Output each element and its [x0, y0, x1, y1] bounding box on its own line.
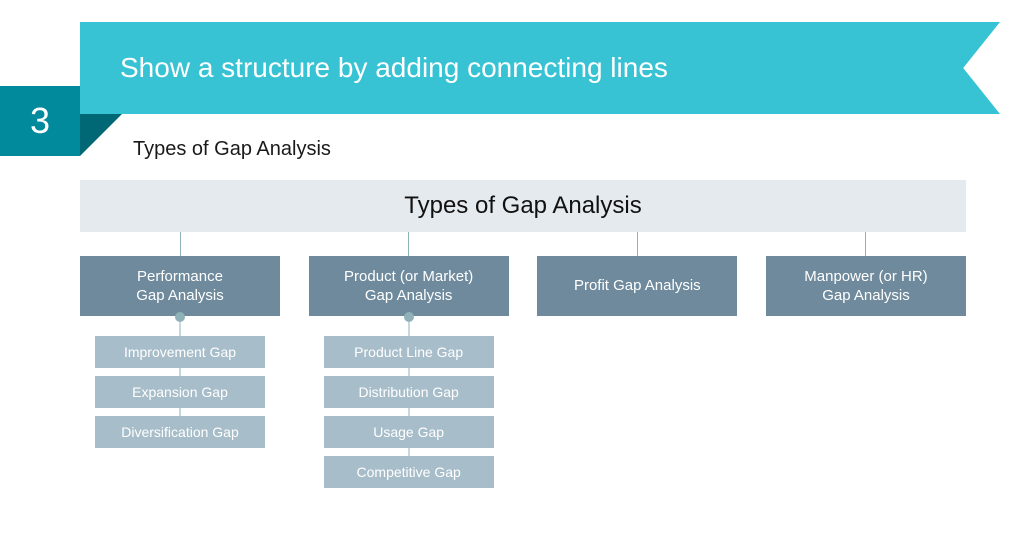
leaf-node: Improvement Gap	[95, 336, 265, 368]
leaf-node: Distribution Gap	[324, 376, 494, 408]
leaf-node: Usage Gap	[324, 416, 494, 448]
branch-node: Manpower (or HR) Gap Analysis	[766, 256, 966, 316]
root-node: Types of Gap Analysis	[80, 180, 966, 232]
branch-column: Performance Gap Analysis Improvement Gap E…	[80, 232, 280, 496]
sub-branch-wrap: Product Line Gap Distribution Gap Usage Ga…	[309, 316, 509, 488]
root-label: Types of Gap Analysis	[404, 192, 641, 220]
leaf-node: Diversification Gap	[95, 416, 265, 448]
badge-fold	[80, 114, 122, 156]
connector-line	[180, 232, 181, 256]
title-ribbon-bg: Show a structure by adding connecting li…	[80, 22, 1000, 114]
branch-column: Profit Gap Analysis	[537, 232, 737, 496]
title-ribbon: Show a structure by adding connecting li…	[80, 22, 1000, 114]
branch-node: Product (or Market) Gap Analysis	[309, 256, 509, 316]
branch-node: Performance Gap Analysis	[80, 256, 280, 316]
leaf-node: Expansion Gap	[95, 376, 265, 408]
connector-line	[408, 232, 409, 256]
branch-row: Performance Gap Analysis Improvement Gap E…	[80, 232, 966, 496]
hierarchy-chart: Types of Gap Analysis Performance Gap An…	[80, 180, 966, 496]
branch-node: Profit Gap Analysis	[537, 256, 737, 316]
subheading: Types of Gap Analysis	[133, 138, 331, 161]
number-badge: 3	[0, 86, 80, 156]
connector-dot	[404, 312, 414, 322]
branch-column: Product (or Market) Gap AnalysisProduct …	[309, 232, 509, 496]
slide-title: Show a structure by adding connecting li…	[120, 52, 668, 84]
leaf-node: Product Line Gap	[324, 336, 494, 368]
leaf-node: Competitive Gap	[324, 456, 494, 488]
branch-column: Manpower (or HR) Gap Analysis	[766, 232, 966, 496]
sub-branch-wrap: Improvement Gap Expansion Gap Diversificat…	[80, 316, 280, 448]
connector-line	[180, 316, 181, 430]
connector-dot	[175, 312, 185, 322]
slide-number: 3	[30, 100, 50, 142]
connector-line	[865, 232, 866, 256]
connector-line	[637, 232, 638, 256]
